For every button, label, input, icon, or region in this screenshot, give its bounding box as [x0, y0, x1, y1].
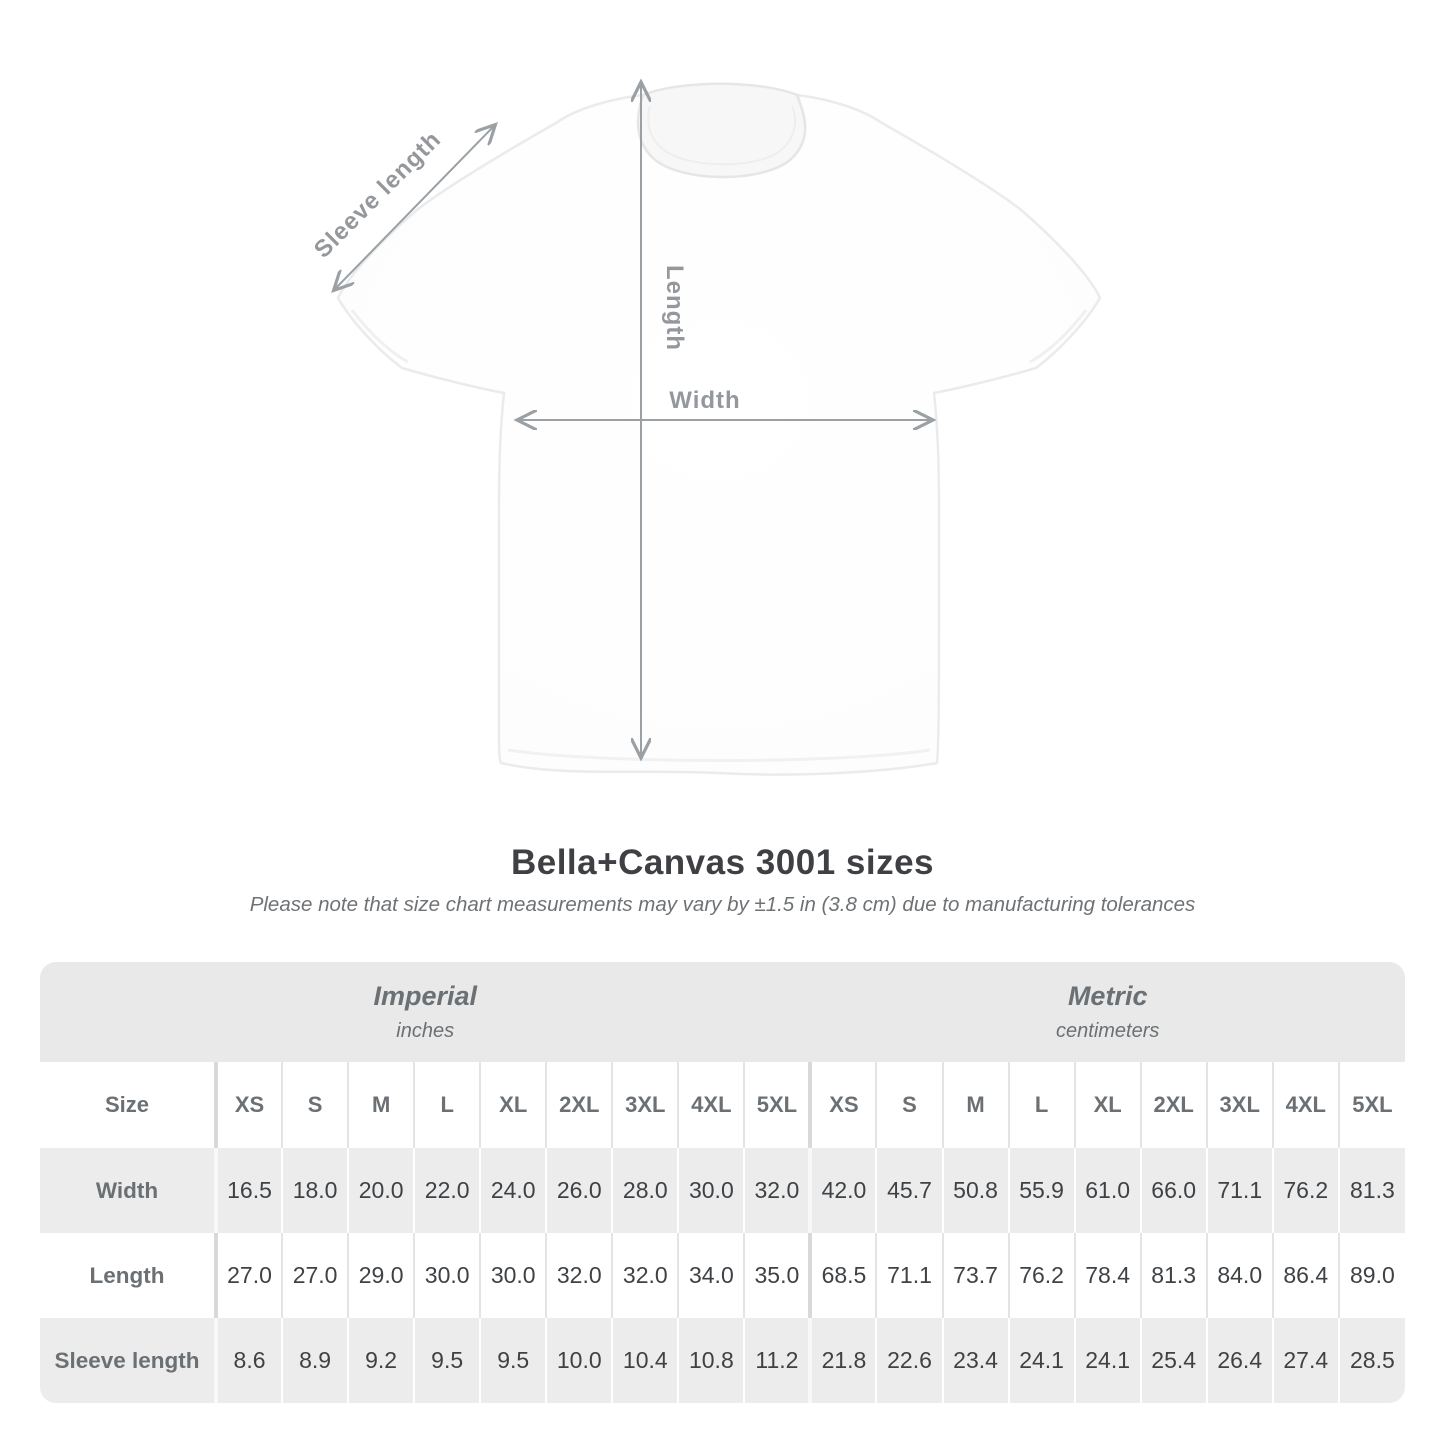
length-label: Length [661, 265, 688, 351]
table-cell: 76.2 [1007, 1233, 1075, 1318]
table-cell: 78.4 [1073, 1233, 1141, 1318]
table-cell: 30.0 [479, 1233, 547, 1318]
column-header: 2XL [545, 1062, 613, 1148]
table-cell: 9.2 [347, 1318, 415, 1403]
imperial-unit: inches [396, 1020, 455, 1042]
table-cell: 27.0 [213, 1233, 283, 1318]
imperial-title: Imperial [373, 981, 477, 1011]
table-cell: 55.9 [1007, 1148, 1075, 1233]
column-header: L [1007, 1062, 1075, 1148]
table-cell: 26.0 [545, 1148, 613, 1233]
column-header: 5XL [1337, 1062, 1405, 1148]
unit-band-row: Imperial inches Metric centimeters [40, 962, 1405, 1062]
table-cell: 18.0 [281, 1148, 349, 1233]
table-cell: 28.5 [1337, 1318, 1405, 1403]
table-cell: 10.8 [677, 1318, 745, 1403]
table-cell: 89.0 [1337, 1233, 1405, 1318]
table-cell: 25.4 [1139, 1318, 1207, 1403]
column-header: L [413, 1062, 481, 1148]
column-header: XS [808, 1062, 877, 1148]
table-cell: 10.0 [545, 1318, 613, 1403]
table-cell: 22.0 [413, 1148, 481, 1233]
column-header: 4XL [677, 1062, 745, 1148]
table-cell: 81.3 [1337, 1148, 1405, 1233]
table-cell: 32.0 [611, 1233, 679, 1318]
table-cell: 68.5 [808, 1233, 877, 1318]
page-title: Bella+Canvas 3001 sizes [510, 843, 935, 882]
table-cell: 22.6 [875, 1318, 943, 1403]
table-cell: 32.0 [545, 1233, 613, 1318]
table-cell: 76.2 [1271, 1148, 1339, 1233]
imperial-band: Imperial inches [40, 962, 811, 1062]
column-header: 3XL [1205, 1062, 1273, 1148]
table-cell: 20.0 [347, 1148, 415, 1233]
table-cell: 24.0 [479, 1148, 547, 1233]
row-label: Sleeve length [40, 1318, 216, 1403]
table-cell: 86.4 [1271, 1233, 1339, 1318]
metric-band: Metric centimeters [810, 962, 1405, 1062]
tolerance-note: Please note that size chart measurements… [249, 893, 1196, 916]
table-row-sleeve-length: Sleeve length 8.6 8.9 9.2 9.5 9.5 10.0 1… [40, 1318, 1405, 1403]
row-label: Length [40, 1233, 216, 1318]
table-cell: 30.0 [677, 1148, 745, 1233]
table-cell: 71.1 [875, 1233, 943, 1318]
column-header: M [941, 1062, 1009, 1148]
column-header: 4XL [1271, 1062, 1339, 1148]
table-cell: 81.3 [1139, 1233, 1207, 1318]
table-cell: 24.1 [1007, 1318, 1075, 1403]
table-cell: 21.8 [808, 1318, 877, 1403]
table-cell: 71.1 [1205, 1148, 1273, 1233]
column-header: 2XL [1139, 1062, 1207, 1148]
table-cell: 27.0 [281, 1233, 349, 1318]
table-cell: 45.7 [875, 1148, 943, 1233]
tshirt-measurement-diagram: Sleeve length Length Width [309, 0, 1102, 776]
table-cell: 30.0 [413, 1233, 481, 1318]
table-cell: 50.8 [941, 1148, 1009, 1233]
column-header: XL [479, 1062, 547, 1148]
column-header: S [875, 1062, 943, 1148]
table-cell: 42.0 [808, 1148, 877, 1233]
table-cell: 61.0 [1073, 1148, 1141, 1233]
column-header: 3XL [611, 1062, 679, 1148]
column-header: S [281, 1062, 349, 1148]
table-cell: 8.9 [281, 1318, 349, 1403]
column-header: 5XL [743, 1062, 811, 1148]
column-header: XS [213, 1062, 283, 1148]
table-cell: 8.6 [213, 1318, 283, 1403]
row-label: Width [40, 1148, 216, 1233]
size-table-grid: Imperial inches Metric centimeters Size … [40, 962, 1405, 1403]
size-header: Size [40, 1062, 216, 1148]
table-cell: 84.0 [1205, 1233, 1273, 1318]
metric-title: Metric [1067, 981, 1148, 1011]
column-header: XL [1073, 1062, 1141, 1148]
table-cell: 29.0 [347, 1233, 415, 1318]
width-label: Width [669, 387, 740, 414]
table-cell: 32.0 [743, 1148, 811, 1233]
sleeve-length-arrow [335, 126, 494, 289]
table-cell: 24.1 [1073, 1318, 1141, 1403]
table-row-width: Width 16.5 18.0 20.0 22.0 24.0 26.0 28.0… [40, 1148, 1405, 1233]
table-cell: 34.0 [677, 1233, 745, 1318]
table-cell: 11.2 [743, 1318, 811, 1403]
column-header: M [347, 1062, 415, 1148]
table-cell: 23.4 [941, 1318, 1009, 1403]
metric-unit: centimeters [1056, 1020, 1160, 1042]
table-cell: 10.4 [611, 1318, 679, 1403]
table-row-length: Length 27.0 27.0 29.0 30.0 30.0 32.0 32.… [40, 1233, 1405, 1318]
table-cell: 9.5 [479, 1318, 547, 1403]
table-cell: 66.0 [1139, 1148, 1207, 1233]
table-cell: 27.4 [1271, 1318, 1339, 1403]
table-cell: 16.5 [213, 1148, 283, 1233]
table-cell: 35.0 [743, 1233, 811, 1318]
tshirt-shape [336, 82, 1102, 776]
size-table: Imperial inches Metric centimeters Size … [40, 962, 1405, 1403]
table-cell: 73.7 [941, 1233, 1009, 1318]
table-cell: 9.5 [413, 1318, 481, 1403]
table-cell: 28.0 [611, 1148, 679, 1233]
size-header-row: Size XS S M L XL 2XL 3XL 4XL 5XL XS S M … [40, 1062, 1405, 1148]
tshirt-svg: Sleeve length Length Width [309, 0, 1102, 776]
table-cell: 26.4 [1205, 1318, 1273, 1403]
